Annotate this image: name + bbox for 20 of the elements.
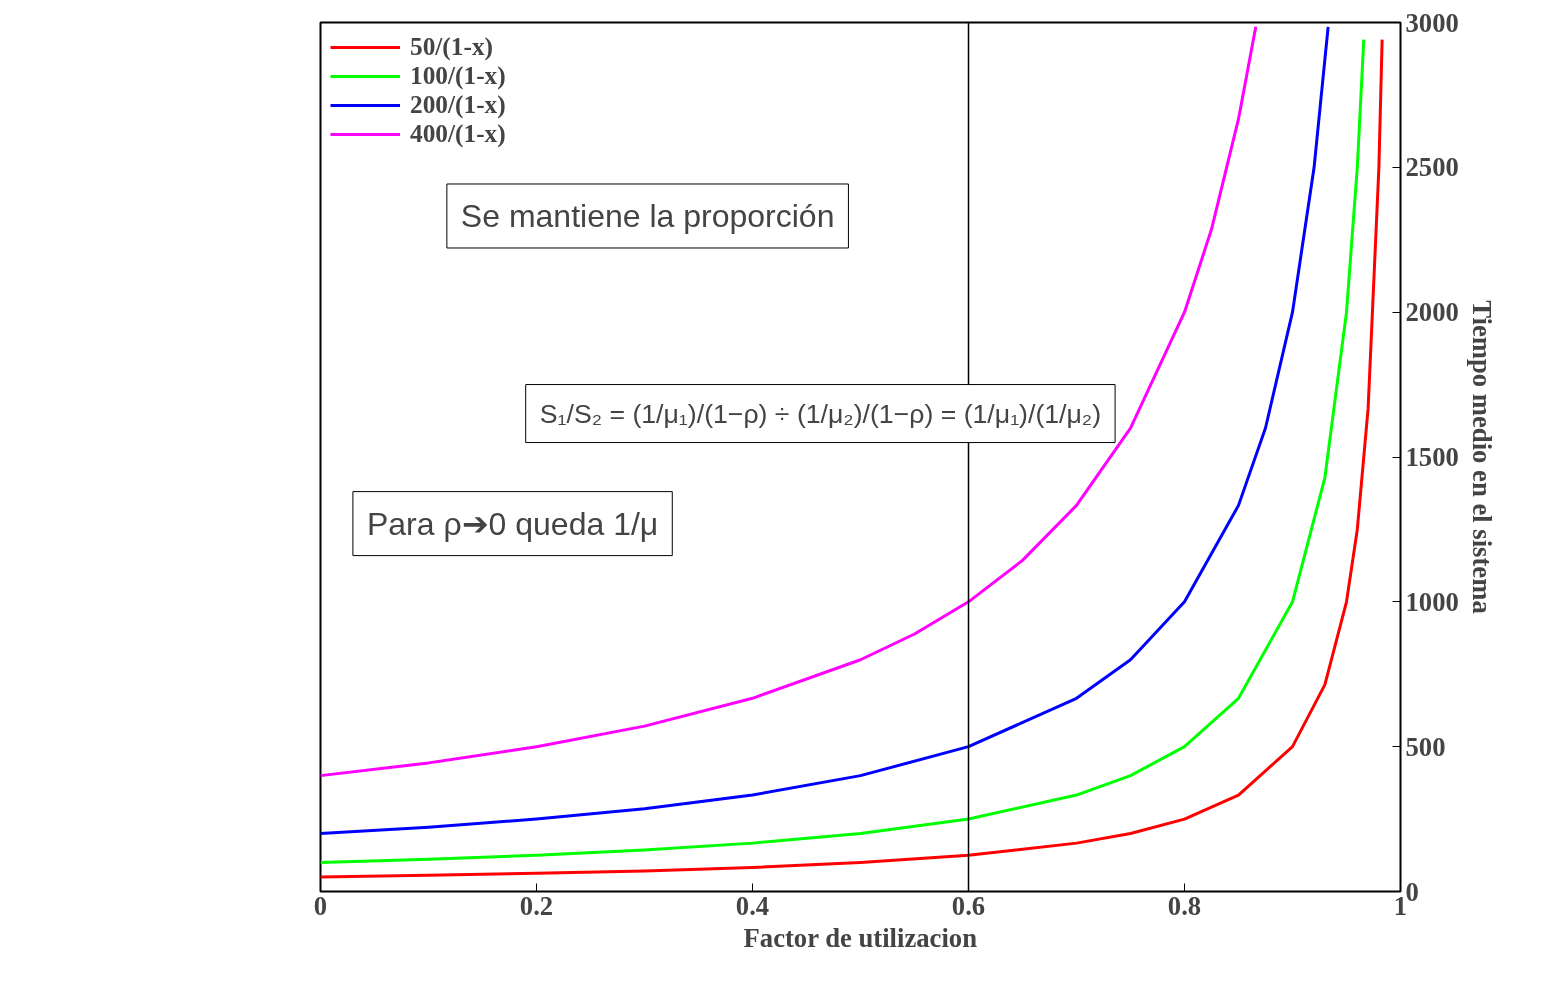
y-axis-title: Tiempo medio en el sistema	[1466, 300, 1497, 614]
annotation: Para ρ➔0 queda 1/μ	[366, 505, 659, 542]
y-tick-label: 500	[1405, 731, 1446, 762]
x-tick-label: 0	[313, 890, 328, 921]
x-tick-label: 0.4	[735, 890, 770, 921]
y-tick-label: 2500	[1405, 152, 1459, 183]
x-axis-title: Factor de utilizacion	[743, 922, 978, 953]
x-tick-label: 0.6	[951, 890, 986, 921]
legend-label: 100/(1-x)	[410, 61, 506, 90]
legend-label: 200/(1-x)	[410, 90, 506, 119]
annotation: S₁/S₂ = (1/μ₁)/(1−ρ) ÷ (1/μ₂)/(1−ρ) = (1/μ₁)/(1/μ₂)	[539, 398, 1102, 429]
x-tick-label: 0.8	[1167, 890, 1202, 921]
x-tick-label: 0.2	[519, 890, 554, 921]
legend-label: 50/(1-x)	[410, 32, 493, 61]
annotation: Se mantiene la proporción	[460, 198, 835, 234]
y-tick-label: 1500	[1405, 442, 1459, 472]
y-tick-label: 1000	[1405, 586, 1459, 617]
legend-label: 400/(1-x)	[410, 119, 506, 148]
y-tick-label: 2000	[1405, 297, 1459, 328]
y-tick-label: 3000	[1405, 7, 1459, 38]
